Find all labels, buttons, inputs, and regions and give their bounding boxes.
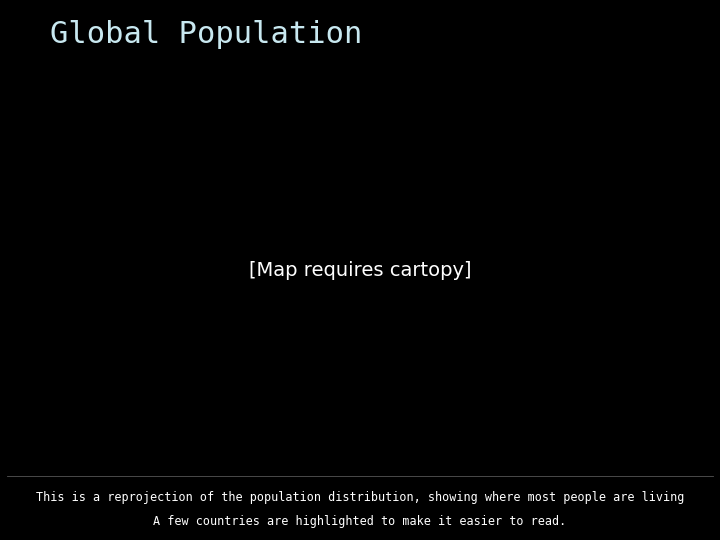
Text: Global Population: Global Population: [50, 21, 363, 50]
Text: This is a reprojection of the population distribution, showing where most people: This is a reprojection of the population…: [36, 491, 684, 504]
Text: [Map requires cartopy]: [Map requires cartopy]: [248, 260, 472, 280]
Text: A few countries are highlighted to make it easier to read.: A few countries are highlighted to make …: [153, 515, 567, 528]
